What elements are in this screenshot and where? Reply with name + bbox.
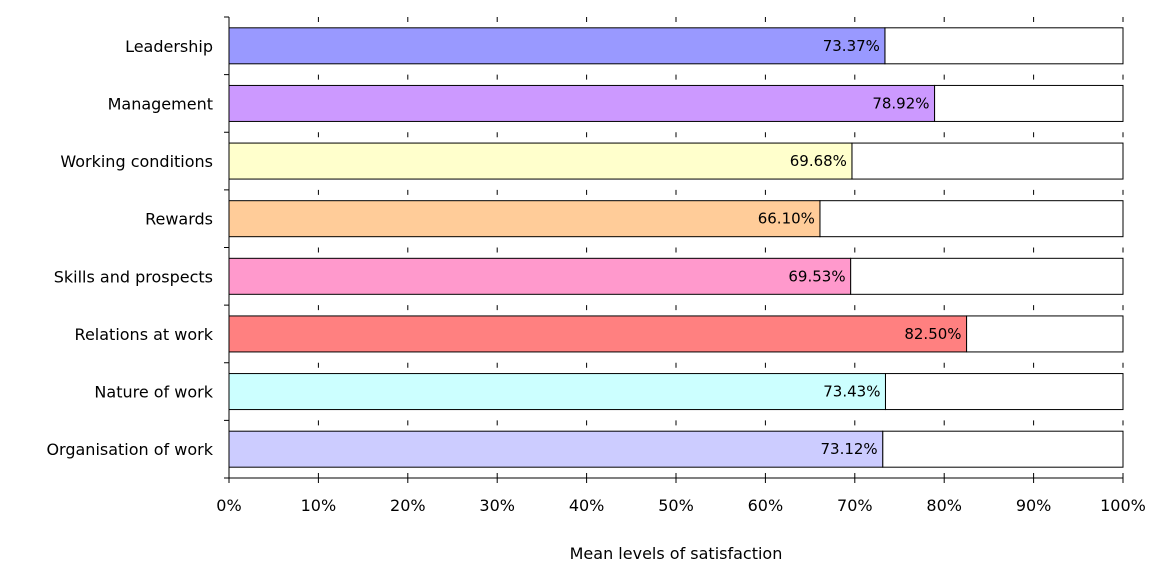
- x-tick-label: 90%: [1016, 496, 1052, 515]
- value-label: 73.43%: [823, 383, 880, 401]
- value-label: 73.37%: [823, 37, 880, 55]
- category-label: Skills and prospects: [54, 267, 213, 286]
- x-tick-label: 40%: [569, 496, 605, 515]
- bar-remainder: [966, 315, 1124, 353]
- bar-relations-at-work: [228, 315, 968, 353]
- value-label: 66.10%: [758, 210, 815, 228]
- bar-working-conditions: [228, 142, 853, 180]
- bar-remainder: [884, 27, 1124, 65]
- bar-skills-and-prospects: [228, 257, 852, 295]
- bar-remainder: [850, 257, 1124, 295]
- bar-organisation-of-work: [228, 430, 884, 468]
- x-tick-label: 70%: [837, 496, 873, 515]
- x-tick-label: 20%: [390, 496, 426, 515]
- bar-remainder: [884, 373, 1124, 411]
- x-tick-label: 10%: [301, 496, 337, 515]
- bar-management: [228, 84, 936, 122]
- bar-remainder: [851, 142, 1124, 180]
- category-label: Relations at work: [75, 325, 214, 344]
- category-label: Nature of work: [94, 383, 213, 402]
- bars: [228, 27, 1124, 468]
- axes: 0% 10% 20% 30% 40% 50% 60% 70% 80% 90% 100%: [216, 16, 1146, 515]
- bar-remainder: [819, 200, 1124, 238]
- x-axis-title: Mean levels of satisfaction: [570, 544, 783, 563]
- x-tick-label: 0%: [216, 496, 241, 515]
- x-tick-label: 30%: [479, 496, 515, 515]
- value-label: 69.68%: [790, 152, 847, 170]
- x-tick-label: 60%: [748, 496, 784, 515]
- value-label: 82.50%: [904, 325, 961, 343]
- category-label: Working conditions: [60, 152, 213, 171]
- value-label: 69.53%: [788, 267, 845, 285]
- x-tick-label: 50%: [658, 496, 694, 515]
- bar-leadership: [228, 27, 886, 65]
- value-label: 73.12%: [820, 440, 877, 458]
- bar-rewards: [228, 200, 821, 238]
- value-label: 78.92%: [872, 94, 929, 112]
- bar-remainder: [882, 430, 1124, 468]
- bar-remainder: [934, 84, 1124, 122]
- x-tick-label: 100%: [1100, 496, 1146, 515]
- category-label: Leadership: [125, 37, 213, 56]
- bar-nature-of-work: [228, 373, 886, 411]
- category-label: Management: [108, 94, 213, 113]
- category-label: Rewards: [145, 210, 213, 229]
- category-label: Organisation of work: [46, 440, 213, 459]
- x-tick-label: 80%: [926, 496, 962, 515]
- labels: 73.37% Leadership 78.92% Management 69.68% Wo…: [46, 37, 961, 459]
